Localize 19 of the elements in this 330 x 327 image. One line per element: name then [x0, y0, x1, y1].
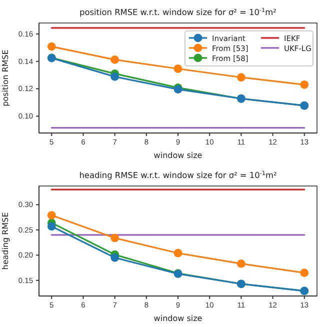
point: [47, 42, 56, 51]
point: [110, 72, 120, 81]
point: [110, 253, 120, 262]
x-axis-title: window size: [154, 151, 202, 160]
point: [110, 56, 120, 64]
point: [174, 64, 182, 73]
y-axis-title: heading RMSE: [1, 212, 10, 270]
point: [300, 268, 309, 277]
chart-title: heading RMSE w.r.t. window size for σ² = 10$^{-1}$m²: [79, 170, 277, 180]
point: [300, 80, 309, 89]
point: [47, 222, 56, 231]
point: [174, 248, 182, 258]
x-axis-title: window size: [154, 314, 202, 323]
y-axis-title: position RMSE: [1, 50, 10, 106]
point: [236, 73, 246, 82]
point: [236, 260, 246, 268]
point: [110, 234, 120, 242]
point: [47, 211, 56, 220]
chart-title: position RMSE w.r.t. window size for σ² = 10$^{-1}$m²: [80, 7, 276, 17]
